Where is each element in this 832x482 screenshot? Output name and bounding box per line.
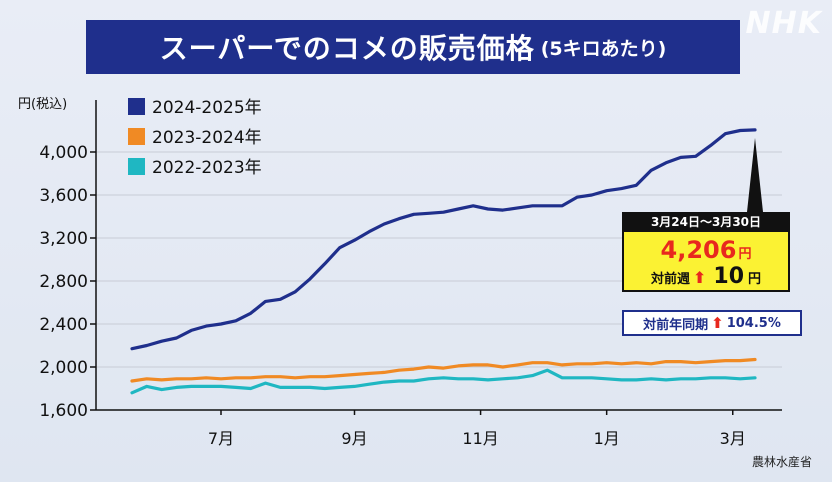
yoy-value: 104.5% bbox=[726, 315, 781, 331]
wow-value: 10 bbox=[713, 264, 745, 289]
legend: 2024-2025年 2023-2024年 2022-2023年 bbox=[128, 98, 262, 178]
week-over-week: 対前週 ⬆ 10 円 bbox=[624, 264, 788, 289]
legend-label: 2024-2025年 bbox=[152, 98, 262, 118]
chart-title: スーパーでのコメの販売価格 bbox=[159, 32, 535, 65]
callout-pointer bbox=[747, 137, 763, 212]
series-line-2024-2025年 bbox=[130, 128, 757, 351]
chart-title-bar: スーパーでのコメの販売価格 (5キロあたり) bbox=[86, 20, 740, 74]
legend-swatch bbox=[128, 158, 145, 175]
x-tick-label: 3月 bbox=[720, 429, 746, 448]
callout-date-range: 3月24日～3月30日 bbox=[622, 212, 790, 232]
y-tick-label: 2,000 bbox=[39, 358, 88, 378]
latest-price: 4,206 円 bbox=[624, 236, 788, 264]
series-line-2022-2023年 bbox=[130, 368, 757, 395]
chart-subtitle: (5キロあたり) bbox=[540, 37, 667, 60]
y-tick-label: 3,200 bbox=[39, 229, 88, 249]
x-tick-label: 11月 bbox=[462, 429, 498, 448]
legend-label: 2022-2023年 bbox=[152, 158, 262, 178]
up-arrow-icon: ⬆ bbox=[692, 268, 707, 287]
y-tick-label: 1,600 bbox=[39, 401, 88, 421]
latest-price-value: 4,206 bbox=[660, 236, 737, 264]
y-tick-label: 3,600 bbox=[39, 186, 88, 206]
legend-label: 2023-2024年 bbox=[152, 128, 262, 148]
y-tick-label: 4,000 bbox=[39, 143, 88, 163]
year-over-year-badge: 対前年同期 ⬆ 104.5% bbox=[622, 310, 802, 336]
legend-swatch bbox=[128, 98, 145, 115]
x-tick-label: 9月 bbox=[341, 429, 367, 448]
wow-unit: 円 bbox=[748, 272, 762, 287]
up-arrow-icon: ⬆ bbox=[711, 314, 724, 332]
x-tick-label: 1月 bbox=[594, 429, 620, 448]
legend-swatch bbox=[128, 128, 145, 145]
callout-body: 4,206 円 対前週 ⬆ 10 円 bbox=[622, 232, 790, 292]
y-axis-label: 円(税込) bbox=[18, 97, 67, 112]
yoy-label: 対前年同期 bbox=[643, 317, 709, 333]
source-credit: 農林水産省 bbox=[751, 455, 812, 469]
latest-price-unit: 円 bbox=[738, 247, 752, 262]
y-tick-label: 2,400 bbox=[39, 315, 88, 335]
axes: 1,600 2,000 2,400 2,800 3,200 3,600 4,000 円(税込)… bbox=[18, 97, 782, 448]
series-lines bbox=[130, 128, 757, 395]
x-tick-label: 7月 bbox=[208, 429, 234, 448]
wow-label: 対前週 bbox=[650, 272, 690, 287]
latest-price-callout: 3月24日～3月30日 4,206 円 対前週 ⬆ 10 円 bbox=[622, 212, 790, 292]
nhk-logo: NHK bbox=[745, 6, 822, 41]
series-line-2023-2024年 bbox=[130, 357, 757, 383]
y-tick-label: 2,800 bbox=[39, 272, 88, 292]
